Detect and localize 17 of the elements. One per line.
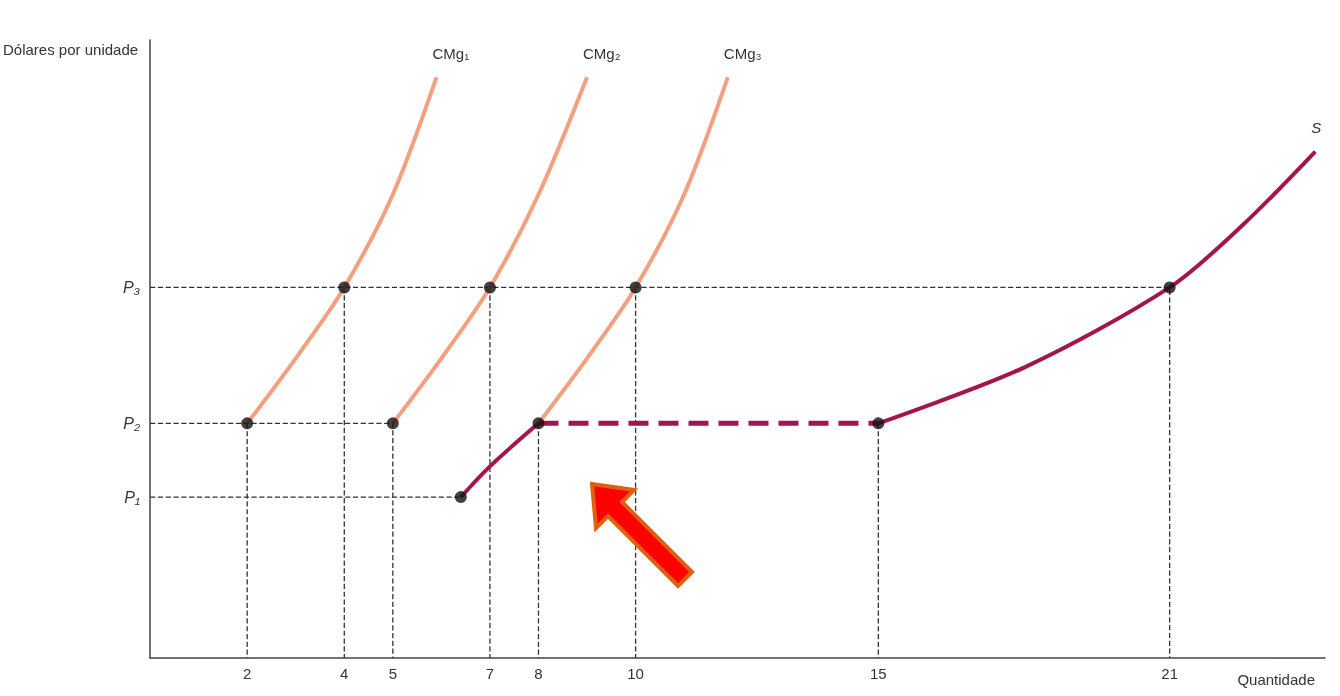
x-tick-label: 8 <box>534 665 543 682</box>
series-label: CMg₁ <box>432 44 470 62</box>
series-label: P₂ <box>123 414 141 432</box>
series-label: S <box>1311 119 1322 137</box>
series-label: CMg₂ <box>583 44 621 62</box>
x-tick-label: 10 <box>627 665 644 682</box>
x-tick-label: 2 <box>243 665 252 682</box>
x-tick-label: 7 <box>485 665 495 682</box>
series-label: P₁ <box>124 488 141 506</box>
y-axis-title: Dólares por unidade <box>2 41 139 58</box>
series-label: CMg₃ <box>723 44 762 62</box>
x-axis-title: Quantidade <box>1237 671 1315 688</box>
x-tick-label: 4 <box>340 665 349 682</box>
x-tick-label: 21 <box>1161 665 1178 682</box>
x-tick-label: 15 <box>870 665 887 682</box>
series-label: P₃ <box>123 278 141 296</box>
x-tick-label: 5 <box>388 665 398 682</box>
